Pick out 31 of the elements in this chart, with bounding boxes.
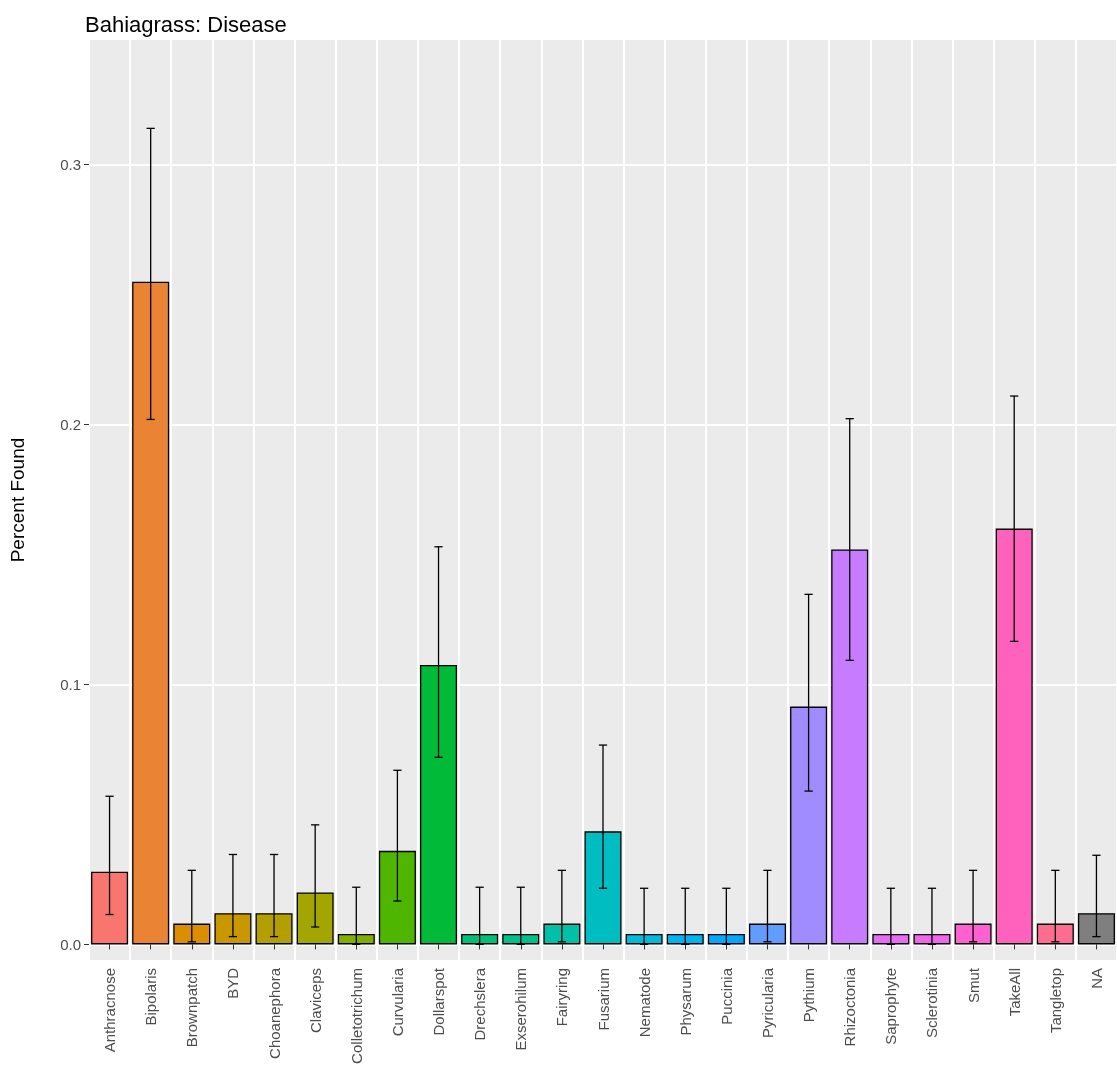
- x-tick-label: Sclerotinia: [923, 967, 941, 1039]
- x-tick-label: Saprophyte: [882, 968, 900, 1045]
- y-axis-title: Percent Found: [7, 437, 28, 563]
- x-tick-label: Puccinia: [717, 967, 735, 1025]
- x-tick-label: Drechslera: [471, 967, 489, 1041]
- x-tick-label: NA: [1087, 968, 1105, 989]
- x-tick-label: Fusarium: [594, 968, 612, 1031]
- y-tick-label: 0.2: [60, 416, 81, 434]
- x-tick-label: Nematode: [635, 968, 653, 1038]
- x-tick-label: Pyricularia: [758, 967, 776, 1039]
- x-tick-label: Curvularia: [388, 967, 406, 1037]
- y-tick-label: 0.1: [60, 676, 81, 694]
- x-tick-label: Claviceps: [306, 968, 324, 1034]
- x-tick-label: BYD: [224, 967, 242, 999]
- x-tick-label: Rhizoctonia: [841, 967, 859, 1047]
- y-tick-label: 0.3: [60, 156, 81, 174]
- x-tick-label: Tangletop: [1046, 968, 1064, 1034]
- chart-title: Bahiagrass: Disease: [85, 11, 287, 37]
- x-tick-label: Bipolaris: [142, 968, 160, 1026]
- x-tick-label: Fairyring: [553, 968, 571, 1027]
- x-tick-label: Pythium: [800, 968, 818, 1023]
- x-tick-label: Smut: [964, 967, 982, 1004]
- x-tick-label: Anthracnose: [101, 968, 119, 1053]
- x-tick-label: Physarum: [676, 968, 694, 1036]
- x-tick-label: TakeAll: [1005, 968, 1023, 1017]
- x-tick-label: Colletotrichum: [347, 968, 365, 1064]
- x-tick-label: Exserohilum: [512, 968, 530, 1051]
- x-tick-label: Dollarspot: [430, 967, 448, 1036]
- x-tick-label: Brownpatch: [183, 968, 201, 1048]
- x-tick-label: Choanephora: [265, 967, 283, 1059]
- y-tick-label: 0.0: [60, 935, 81, 953]
